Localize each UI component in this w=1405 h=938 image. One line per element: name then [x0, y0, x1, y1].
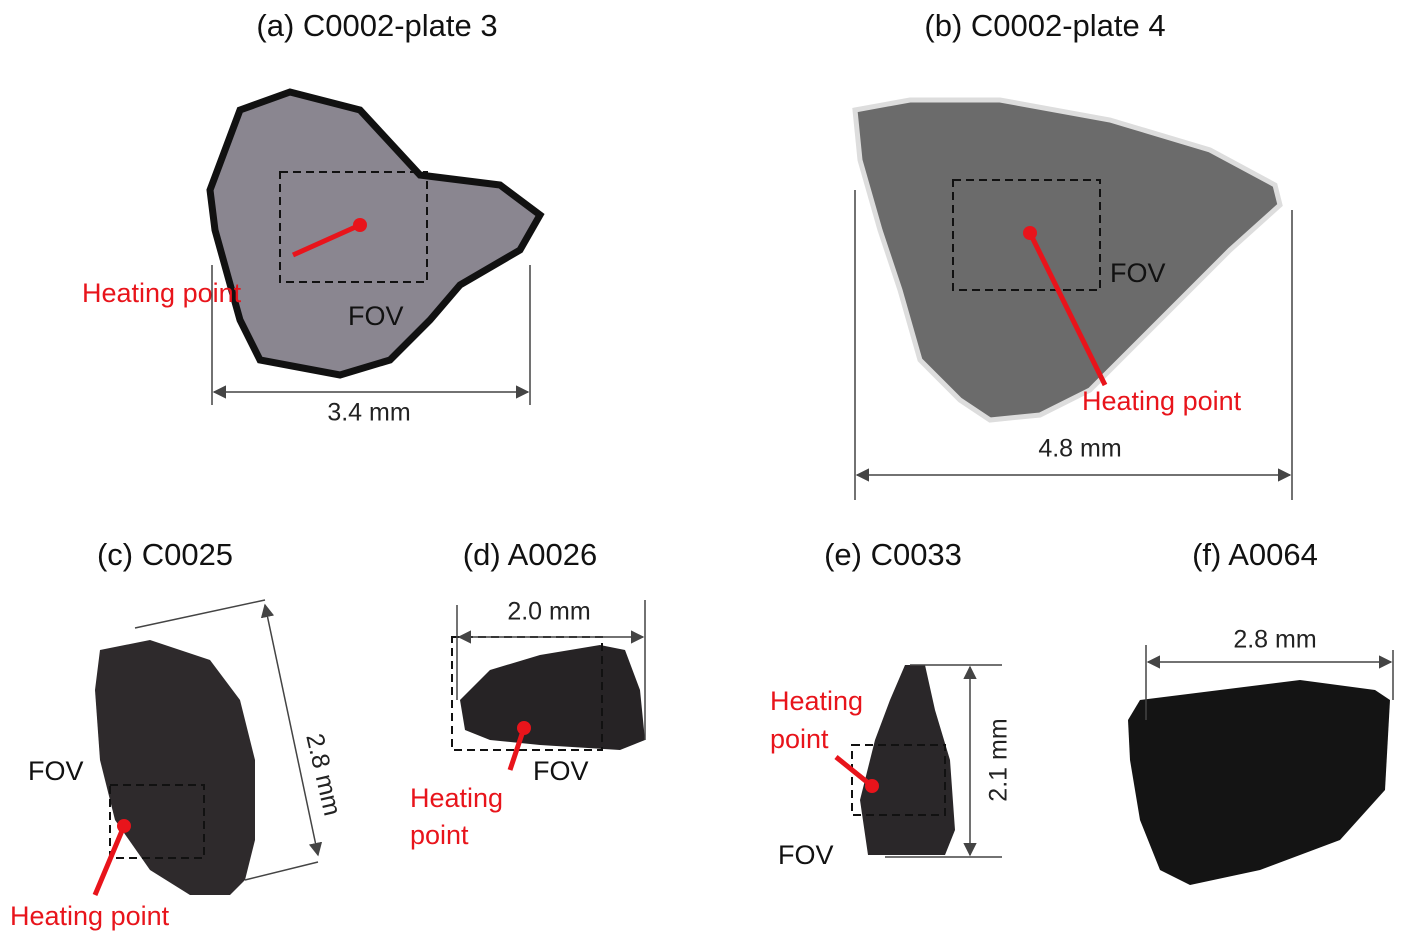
heating-label: Heating [770, 686, 863, 716]
heating-label: Heating point [10, 901, 170, 931]
panel-title: (b) C0002-plate 4 [924, 8, 1165, 43]
fov-label: FOV [778, 840, 834, 870]
panel-c: (c) C0025 FOV Heating point 2.8 mm [10, 537, 346, 931]
sample [460, 645, 645, 750]
heating-dot [117, 819, 131, 833]
heating-label: point [770, 724, 829, 754]
figure: (a) C0002-plate 3 Heating point FOV 3.4 … [0, 0, 1405, 938]
panel-f: (f) A0064 2.8 mm [1128, 537, 1393, 885]
heating-pointer [95, 826, 124, 895]
sample [1128, 680, 1390, 885]
panel-a: (a) C0002-plate 3 Heating point FOV 3.4 … [82, 8, 540, 426]
fov-label: FOV [348, 301, 404, 331]
panel-b: (b) C0002-plate 4 FOV Heating point 4.8 … [855, 8, 1292, 500]
heating-dot [517, 721, 531, 735]
heating-label: point [410, 820, 469, 850]
heating-label: Heating point [1082, 386, 1242, 416]
scale-label: 3.4 mm [327, 399, 410, 427]
panel-d: (d) A0026 FOV Heating point 2.0 mm [410, 537, 645, 850]
sample [855, 100, 1280, 420]
sample [860, 665, 955, 855]
fov-label: FOV [1110, 258, 1166, 288]
panel-title: (c) C0025 [97, 537, 233, 572]
fov-label: FOV [28, 756, 84, 786]
fov-label: FOV [533, 756, 589, 786]
scale-arrow [265, 605, 318, 855]
panel-e: (e) C0033 Heating point FOV 2.1 mm [770, 537, 1013, 870]
heating-label: Heating point [82, 278, 242, 308]
panel-title: (d) A0026 [463, 537, 597, 572]
heating-dot [1023, 226, 1037, 240]
scale-label: 4.8 mm [1038, 435, 1121, 463]
scale-label: 2.0 mm [507, 598, 590, 626]
sample [95, 640, 255, 895]
heating-dot [865, 779, 879, 793]
heating-dot [353, 218, 367, 232]
scale-label: 2.1 mm [985, 718, 1013, 801]
panel-title: (f) A0064 [1192, 537, 1318, 572]
panel-title: (e) C0033 [824, 537, 962, 572]
sample [210, 92, 540, 375]
scale-label: 2.8 mm [1233, 626, 1316, 654]
heating-label: Heating [410, 783, 503, 813]
panel-title: (a) C0002-plate 3 [256, 8, 497, 43]
